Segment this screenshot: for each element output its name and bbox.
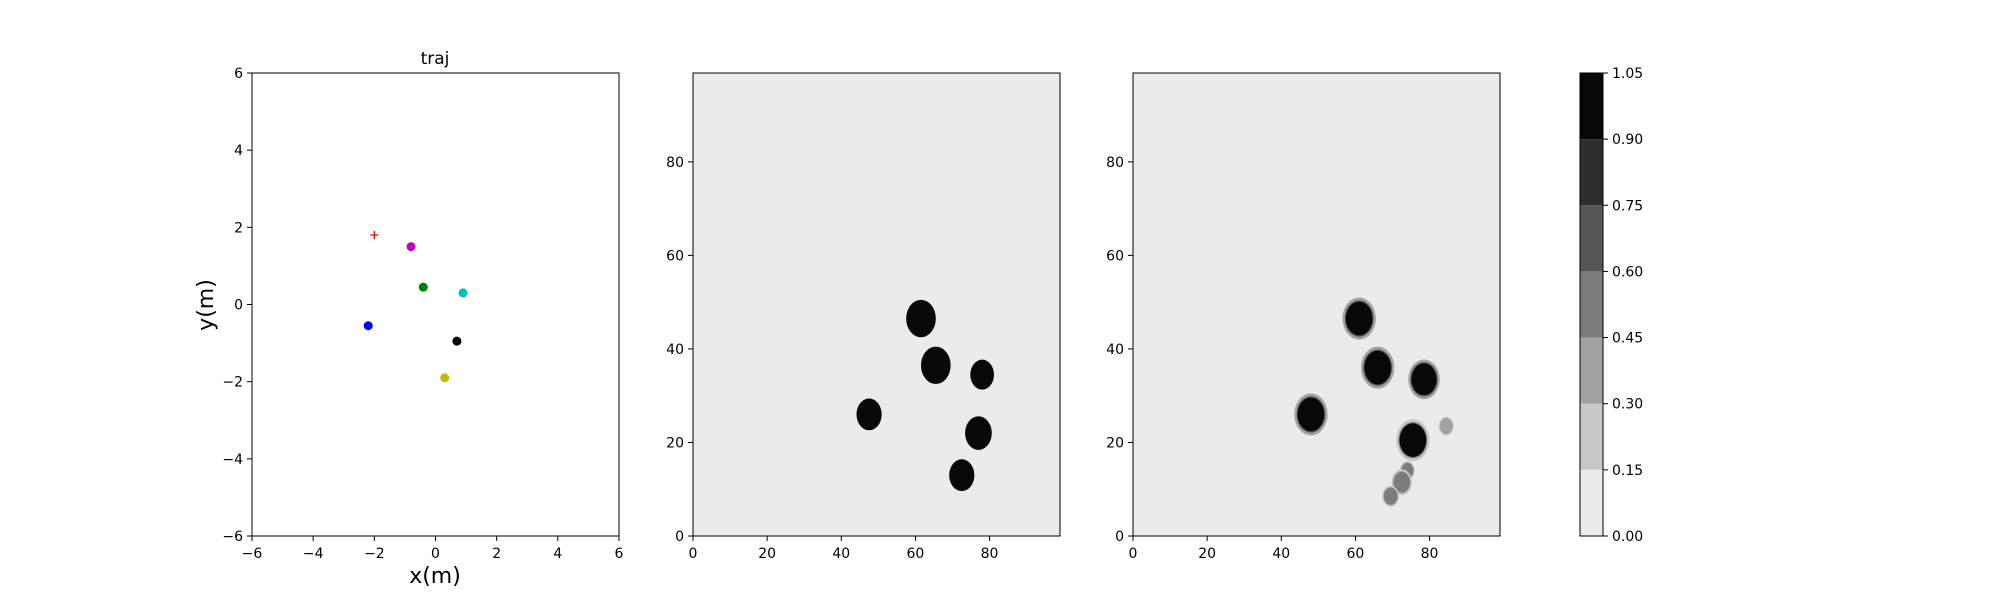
estimated-map-panel: 0 20 40 60 80 0 20 40 60 80 xyxy=(1106,72,1501,562)
colorbar-tick-label: 0.45 xyxy=(1612,331,1643,347)
colorbar-tick-label: 0.60 xyxy=(1612,264,1643,280)
map-blobs xyxy=(1294,297,1454,507)
blob-core xyxy=(1393,471,1410,493)
map-blobs xyxy=(856,299,995,492)
y-tick-label: 4 xyxy=(234,143,243,159)
y-tick-label: 0 xyxy=(234,298,243,314)
x-axis-ticks: −6 −4 −2 0 2 4 6 xyxy=(242,536,624,562)
scatter-point xyxy=(363,321,373,331)
trajectory-panel: traj −6 −4 −2 0 2 4 6 −6 −4 −2 0 2 4 6 x(m) y(m) xyxy=(194,49,624,589)
blob-core xyxy=(1383,487,1398,505)
x-tick-label: −6 xyxy=(242,546,263,562)
x-tick-label: 60 xyxy=(907,546,925,562)
colorbar-tick-label: 0.30 xyxy=(1612,397,1643,413)
y-tick-label: −4 xyxy=(222,452,243,468)
y-tick-label: 80 xyxy=(1106,155,1124,171)
x-tick-label: 40 xyxy=(832,546,850,562)
map-axes-frame xyxy=(692,72,1061,537)
y-tick-label: 60 xyxy=(666,248,684,264)
scatter-point xyxy=(406,242,416,252)
scatter-point xyxy=(418,282,428,292)
blob-core xyxy=(1364,350,1392,385)
y-tick-label: 2 xyxy=(234,220,243,236)
x-tick-label: 20 xyxy=(758,546,776,562)
x-tick-label: 80 xyxy=(981,546,999,562)
y-tick-label: 20 xyxy=(1106,435,1124,451)
blob-core xyxy=(949,459,975,492)
y-tick-label: 40 xyxy=(1106,342,1124,358)
blob-core xyxy=(1411,363,1437,396)
y-tick-label: −6 xyxy=(222,529,243,545)
x-tick-label: −2 xyxy=(364,546,385,562)
blob-core xyxy=(920,346,951,385)
y-tick-label: 6 xyxy=(234,66,243,82)
scatter-point xyxy=(452,336,462,346)
map-background xyxy=(693,73,1060,536)
x-axis-label: x(m) xyxy=(409,564,461,589)
x-tick-label: 40 xyxy=(1272,546,1290,562)
scatter-point xyxy=(440,373,450,383)
scatter-points xyxy=(363,231,468,383)
blob-core xyxy=(1440,418,1453,434)
y-axis-ticks: −6 −4 −2 0 2 4 6 xyxy=(222,66,252,545)
x-tick-label: 6 xyxy=(615,546,624,562)
colorbar-tick-label: 0.15 xyxy=(1612,463,1643,479)
map-background xyxy=(1133,73,1500,536)
colorbar-segment xyxy=(1580,403,1603,470)
y-tick-label: 60 xyxy=(1106,248,1124,264)
x-tick-label: 0 xyxy=(431,546,440,562)
y-tick-label: 0 xyxy=(1115,529,1124,545)
colorbar-segment xyxy=(1580,73,1603,140)
x-axis-ticks: 0 20 40 60 80 xyxy=(689,536,999,562)
ground-truth-map-panel: 0 20 40 60 80 0 20 40 60 80 xyxy=(666,72,1061,562)
x-tick-label: −4 xyxy=(303,546,324,562)
x-tick-label: 4 xyxy=(553,546,562,562)
colorbar-tick-label: 0.75 xyxy=(1612,198,1643,214)
blob-core xyxy=(965,416,992,450)
x-tick-label: 0 xyxy=(689,546,698,562)
x-tick-label: 60 xyxy=(1347,546,1365,562)
blob-core xyxy=(1297,397,1325,432)
y-axis-label: y(m) xyxy=(194,279,219,331)
blob-core xyxy=(970,359,995,390)
colorbar-ticks: 0.00 0.15 0.30 0.45 0.60 0.75 0.90 1.05 xyxy=(1603,66,1643,545)
scatter-point xyxy=(458,288,468,298)
trajectory-plot-area xyxy=(252,73,619,536)
colorbar-segment xyxy=(1580,469,1603,536)
blob-core xyxy=(856,398,882,431)
colorbar: 0.00 0.15 0.30 0.45 0.60 0.75 0.90 1.05 xyxy=(1579,66,1643,545)
start-point-marker xyxy=(370,231,379,240)
colorbar-tick-label: 0.90 xyxy=(1612,132,1643,148)
x-axis-ticks: 0 20 40 60 80 xyxy=(1129,536,1439,562)
y-tick-label: −2 xyxy=(222,375,243,391)
colorbar-tick-label: 0.00 xyxy=(1612,529,1643,545)
blob-core xyxy=(906,299,936,338)
y-tick-label: 0 xyxy=(675,529,684,545)
blob-core xyxy=(1399,423,1427,457)
y-tick-label: 40 xyxy=(666,342,684,358)
colorbar-segment xyxy=(1580,337,1603,404)
y-axis-ticks: 0 20 40 60 80 xyxy=(1106,155,1133,545)
colorbar-segments xyxy=(1580,73,1603,536)
colorbar-segment xyxy=(1580,271,1603,338)
panel-title: traj xyxy=(421,49,450,69)
colorbar-tick-label: 1.05 xyxy=(1612,66,1643,82)
y-tick-label: 20 xyxy=(666,435,684,451)
x-tick-label: 2 xyxy=(492,546,501,562)
y-axis-ticks: 0 20 40 60 80 xyxy=(666,155,693,545)
colorbar-segment xyxy=(1580,139,1603,206)
colorbar-frame xyxy=(1579,72,1604,537)
map-axes-frame xyxy=(1132,72,1501,537)
x-tick-label: 80 xyxy=(1421,546,1439,562)
x-tick-label: 0 xyxy=(1129,546,1138,562)
blob-core xyxy=(1345,301,1373,336)
x-tick-label: 20 xyxy=(1198,546,1216,562)
colorbar-segment xyxy=(1580,205,1603,272)
y-tick-label: 80 xyxy=(666,155,684,171)
